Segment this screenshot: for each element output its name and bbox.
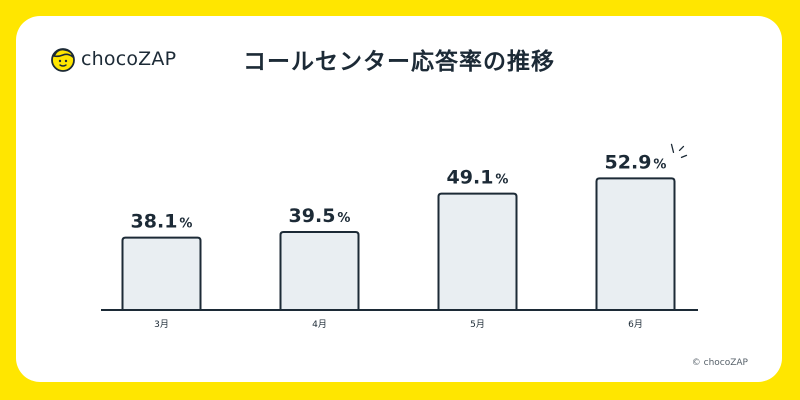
- data-label-unit: %: [653, 157, 666, 172]
- bar: [595, 177, 676, 310]
- data-label-unit: %: [179, 217, 192, 232]
- data-label-value: 39.5: [289, 205, 336, 227]
- data-label-unit: %: [337, 211, 350, 226]
- x-tick-label: 6月: [628, 319, 643, 330]
- chocozap-logo: chocoZAP: [49, 44, 176, 74]
- data-label-unit: %: [495, 173, 508, 188]
- data-label: 52.9%: [605, 151, 667, 173]
- x-tick-label: 5月: [470, 319, 485, 330]
- chocozap-mascot-icon: [51, 48, 75, 72]
- bar: [437, 192, 518, 310]
- data-label-value: 49.1: [447, 167, 494, 189]
- emphasis-mark: [680, 154, 688, 159]
- data-label-value: 52.9: [605, 151, 652, 173]
- bar: [279, 231, 360, 310]
- x-tick-label: 3月: [154, 319, 169, 330]
- emphasis-mark: [670, 143, 675, 154]
- data-label: 49.1%: [447, 167, 509, 189]
- data-label: 38.1%: [131, 211, 193, 233]
- copyright-text: © chocoZAP: [691, 358, 748, 368]
- chart-title: コールセンター応答率の推移: [243, 49, 555, 75]
- bar: [121, 236, 202, 310]
- x-tick-label: 4月: [312, 319, 327, 330]
- emphasis-mark: [678, 145, 685, 152]
- data-label-value: 38.1: [131, 211, 178, 233]
- logo-text: chocoZAP: [81, 48, 177, 70]
- data-label: 39.5%: [289, 205, 351, 227]
